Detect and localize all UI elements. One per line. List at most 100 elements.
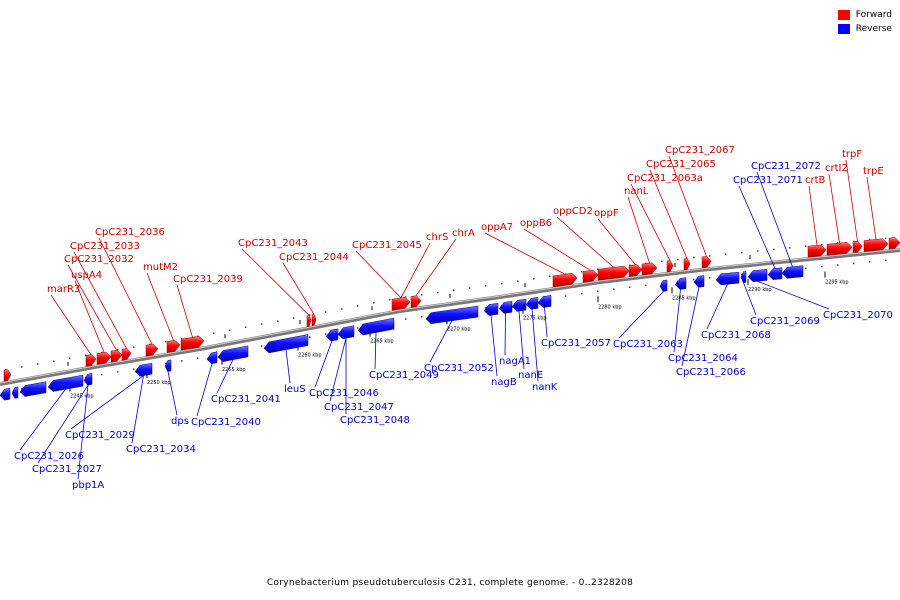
gene-label-cpc231-2034[interactable]: CpC231_2034: [126, 444, 196, 455]
gene-label-trpf[interactable]: trpF: [842, 149, 862, 160]
gene-label-cpc231-2068[interactable]: CpC231_2068: [701, 330, 771, 341]
gene-label-oppcd2[interactable]: oppCD2: [553, 206, 593, 217]
gene-arrow[interactable]: [206, 351, 218, 365]
gene-label-cpc231-2045[interactable]: CpC231_2045: [352, 240, 422, 251]
gene-label-oppf[interactable]: oppF: [594, 208, 619, 219]
gene-arrow[interactable]: [701, 256, 712, 269]
gene-arrow[interactable]: [715, 271, 740, 286]
gene-label-trpe[interactable]: trpE: [863, 166, 884, 177]
gene-label-cpc231-2067[interactable]: CpC231_2067: [665, 145, 735, 156]
gene-arrow[interactable]: [582, 269, 599, 283]
gene-label-cpc231-2047[interactable]: CpC231_2047: [324, 402, 394, 413]
gene-label-chrs[interactable]: chrS: [426, 232, 448, 243]
gene-arrow[interactable]: [597, 265, 630, 281]
gene-arrow[interactable]: [641, 262, 658, 276]
gene-label-cpc231-2029[interactable]: CpC231_2029: [65, 430, 135, 441]
gene-arrow[interactable]: [217, 345, 249, 362]
gene-arrow[interactable]: [391, 296, 411, 311]
gene-arrow[interactable]: [781, 265, 804, 279]
gene-arrow[interactable]: [145, 343, 159, 357]
gene-arrow[interactable]: [3, 369, 12, 382]
gene-label-cpc231-2063[interactable]: CpC231_2063: [613, 339, 683, 350]
gene-label-crtb[interactable]: crtB: [805, 175, 826, 186]
gene-arrow[interactable]: [628, 264, 643, 277]
gene-label-cpc231-2033[interactable]: CpC231_2033: [70, 241, 140, 252]
gene-arrow[interactable]: [552, 272, 578, 288]
gene-arrow[interactable]: [11, 386, 19, 399]
gene-label-chra[interactable]: chrA: [452, 228, 475, 239]
gene-arrow[interactable]: [19, 381, 47, 397]
gene-label-cpc231-2052[interactable]: CpC231_2052: [424, 363, 494, 374]
gene-arrow[interactable]: [537, 295, 552, 308]
gene-label-pbp1a[interactable]: pbp1A: [72, 480, 104, 491]
gene-label-oppa7[interactable]: oppA7: [481, 222, 513, 233]
gene-label-cpc231-2039[interactable]: CpC231_2039: [173, 274, 243, 285]
gene-arrow[interactable]: [511, 298, 527, 312]
gene-arrow[interactable]: [747, 269, 768, 282]
gene-label-cpc231-2066[interactable]: CpC231_2066: [676, 367, 746, 378]
gene-label-cpc231-2043[interactable]: CpC231_2043: [238, 238, 308, 249]
gene-arrow[interactable]: [83, 373, 93, 386]
gene-arrow[interactable]: [659, 279, 668, 292]
gene-arrow[interactable]: [306, 315, 312, 327]
gene-label-mutm2[interactable]: mutM2: [143, 262, 178, 273]
gene-label-cpc231-2048[interactable]: CpC231_2048: [340, 415, 410, 426]
gene-arrow[interactable]: [863, 238, 889, 252]
gene-arrow[interactable]: [96, 351, 112, 365]
gene-label-cpc231-2057[interactable]: CpC231_2057: [541, 338, 611, 349]
gene-arrow[interactable]: [325, 328, 339, 342]
gene-label-cpc231-2027[interactable]: CpC231_2027: [32, 464, 102, 475]
gene-label-naga1[interactable]: nagA1: [499, 356, 531, 367]
gene-label-cpc231-2049[interactable]: CpC231_2049: [369, 370, 439, 381]
gene-arrow[interactable]: [666, 260, 674, 273]
gene-label-cpc231-2071[interactable]: CpC231_2071: [733, 175, 803, 186]
gene-arrow[interactable]: [498, 300, 513, 314]
gene-label-cpc231-2040[interactable]: CpC231_2040: [191, 417, 261, 428]
gene-arrow[interactable]: [134, 362, 153, 377]
gene-arrow[interactable]: [807, 244, 827, 258]
gene-label-oppb6[interactable]: oppB6: [520, 218, 552, 229]
gene-arrow[interactable]: [826, 242, 853, 256]
gene-arrow[interactable]: [357, 317, 395, 336]
gene-label-cpc231-2044[interactable]: CpC231_2044: [279, 252, 349, 263]
gene-arrow[interactable]: [121, 348, 132, 361]
gene-label-cpc231-2069[interactable]: CpC231_2069: [750, 316, 820, 327]
gene-label-crti2[interactable]: crtI2: [825, 163, 848, 174]
gene-label-cpc231-2064[interactable]: CpC231_2064: [668, 353, 738, 364]
gene-label-cpc231-2041[interactable]: CpC231_2041: [211, 394, 281, 405]
gene-label-cpc231-2063a[interactable]: CpC231_2063a: [627, 173, 703, 184]
gene-arrow[interactable]: [311, 314, 317, 326]
gene-label-uspa4[interactable]: uspA4: [71, 270, 102, 281]
gene-arrow[interactable]: [683, 258, 691, 271]
gene-label-cpc231-2036[interactable]: CpC231_2036: [95, 227, 165, 238]
gene-arrow[interactable]: [674, 277, 687, 290]
gene-label-nane[interactable]: nanE: [518, 370, 543, 381]
gene-arrow[interactable]: [164, 359, 172, 372]
gene-arrow[interactable]: [425, 305, 479, 324]
gene-arrow[interactable]: [337, 325, 355, 340]
gene-arrow[interactable]: [888, 237, 900, 250]
gene-label-cpc231-2072[interactable]: CpC231_2072: [751, 161, 821, 172]
gene-arrow[interactable]: [263, 334, 309, 354]
gene-label-dps[interactable]: dps: [171, 416, 189, 427]
gene-arrow[interactable]: [47, 374, 84, 392]
gene-label-cpc231-2065[interactable]: CpC231_2065: [646, 159, 716, 170]
gene-label-nank[interactable]: nanK: [532, 382, 558, 393]
gene-label-leus[interactable]: leuS: [284, 384, 306, 395]
gene-label-marr3[interactable]: marR3: [47, 284, 80, 295]
gene-arrow[interactable]: [180, 335, 205, 351]
gene-arrow[interactable]: [0, 387, 11, 401]
gene-arrow[interactable]: [166, 340, 181, 353]
gene-arrow[interactable]: [852, 240, 863, 253]
gene-label-nanl[interactable]: nanL: [624, 186, 649, 197]
gene-label-cpc231-2026[interactable]: CpC231_2026: [14, 451, 84, 462]
gene-arrow[interactable]: [767, 267, 783, 280]
gene-arrow[interactable]: [483, 303, 499, 316]
gene-arrow[interactable]: [693, 275, 705, 288]
gene-arrow[interactable]: [110, 349, 123, 363]
gene-arrow[interactable]: [740, 271, 747, 283]
gene-label-cpc231-2046[interactable]: CpC231_2046: [309, 388, 379, 399]
gene-arrow[interactable]: [525, 297, 539, 310]
gene-label-nagb[interactable]: nagB: [491, 377, 517, 388]
gene-arrow[interactable]: [410, 295, 422, 308]
